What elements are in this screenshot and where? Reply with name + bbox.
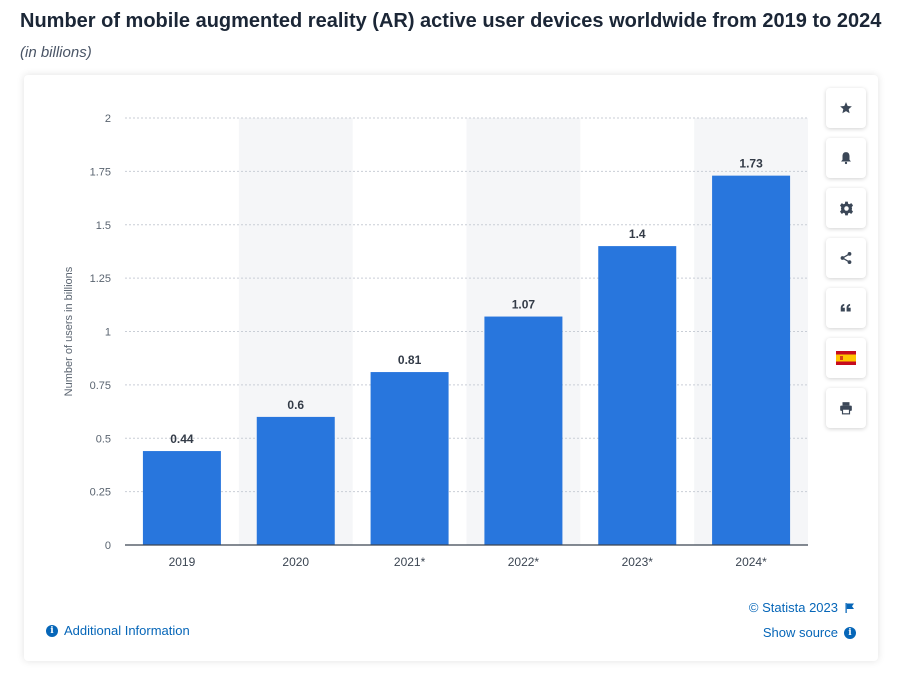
show-source-label: Show source <box>762 625 838 640</box>
x-tick-label: 2023* <box>622 555 654 569</box>
additional-information-link[interactable]: i Additional Information <box>46 623 190 638</box>
y-tick-label: 1 <box>105 327 111 339</box>
bar <box>712 175 791 545</box>
y-tick-label: 0.5 <box>96 433 111 445</box>
chart-toolbar <box>826 88 868 438</box>
y-tick-label: 0.25 <box>90 487 111 499</box>
bar-value-label: 1.4 <box>629 227 646 241</box>
bar-value-label: 1.07 <box>512 298 536 312</box>
bar <box>256 416 335 545</box>
quote-icon <box>840 303 851 312</box>
chart-card: 0 0.25 0.5 0.75 1 1.25 1.5 1.75 2 Number of users… <box>24 75 878 661</box>
y-tick-label: 1.75 <box>90 166 111 178</box>
show-source-link[interactable]: Show source i <box>763 625 856 640</box>
y-tick-label: 1.25 <box>90 273 111 285</box>
star-icon <box>840 102 852 114</box>
copyright-text: © Statista 2023 <box>748 600 838 615</box>
bar <box>598 246 677 545</box>
y-tick-label: 0.75 <box>90 380 111 392</box>
info-icon: i <box>844 626 856 639</box>
x-tick-label: 2019 <box>169 555 196 569</box>
info-icon: i <box>46 624 58 637</box>
print-button[interactable] <box>826 388 866 428</box>
cite-button[interactable] <box>826 288 866 328</box>
bar-value-label: 0.81 <box>398 353 422 367</box>
gear-icon <box>839 201 853 215</box>
bar <box>484 316 563 545</box>
share-button[interactable] <box>826 238 866 278</box>
x-tick-label: 2022* <box>508 555 540 569</box>
y-tick-label: 0 <box>105 540 111 552</box>
chart-subtitle: (in billions) <box>20 44 92 61</box>
print-icon <box>840 402 852 415</box>
notification-button[interactable] <box>826 138 866 178</box>
x-tick-label: 2020 <box>282 555 309 569</box>
chart-title: Number of mobile augmented reality (AR) … <box>20 10 882 32</box>
additional-information-label: Additional Information <box>64 623 190 638</box>
flag-icon <box>845 602 854 613</box>
x-tick-label: 2024* <box>735 555 767 569</box>
bar-value-label: 1.73 <box>739 157 763 171</box>
copyright-link[interactable]: © Statista 2023 <box>749 600 856 615</box>
bar-value-label: 0.44 <box>170 432 194 446</box>
language-button[interactable] <box>826 338 866 378</box>
y-tick-label: 1.5 <box>96 220 111 232</box>
bar-value-label: 0.6 <box>287 398 304 412</box>
y-tick-label: 2 <box>105 113 111 125</box>
y-axis-label: Number of users in billions <box>63 266 75 396</box>
bar <box>370 372 449 545</box>
x-tick-label: 2021* <box>394 555 426 569</box>
bar-chart: 0 0.25 0.5 0.75 1 1.25 1.5 1.75 2 Number of users… <box>63 113 808 569</box>
flag-es-icon <box>836 351 856 365</box>
bell-icon <box>841 152 851 165</box>
favorite-button[interactable] <box>826 88 866 128</box>
bar <box>142 451 221 545</box>
settings-button[interactable] <box>826 188 866 228</box>
share-icon <box>840 252 852 264</box>
